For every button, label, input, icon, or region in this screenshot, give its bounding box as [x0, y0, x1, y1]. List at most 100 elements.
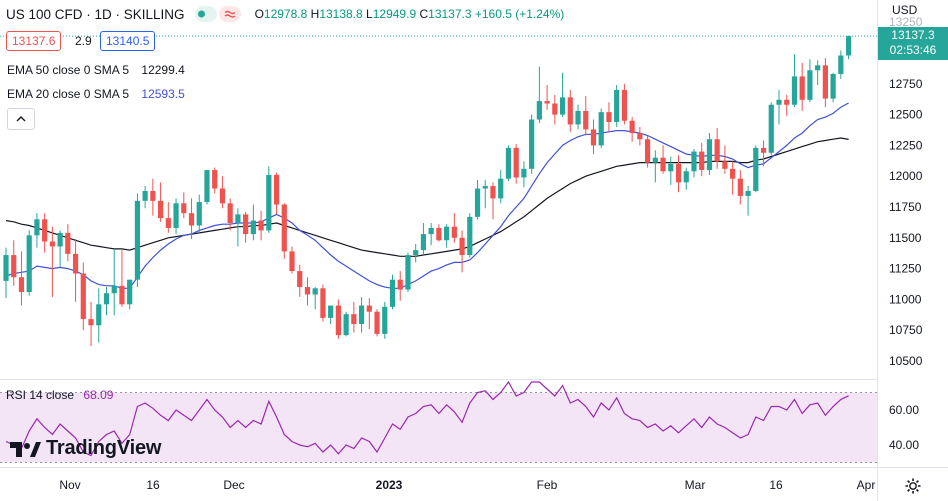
- candle-body: [474, 188, 481, 217]
- settings-toggle[interactable]: [218, 6, 241, 22]
- candle-body: [614, 89, 620, 122]
- candle-body: [358, 305, 365, 325]
- candle-body: [583, 110, 589, 130]
- candle-body: [668, 163, 674, 172]
- candle-body: [722, 161, 728, 169]
- sell-price-button[interactable]: 13137.6: [6, 31, 62, 51]
- price-tick-label: 11000: [889, 292, 922, 306]
- candle-body: [544, 101, 550, 104]
- candle-body: [714, 139, 720, 162]
- candle-body: [660, 157, 666, 172]
- candle-body: [320, 288, 326, 318]
- rsi-value: 68.09: [83, 388, 114, 402]
- time-tick-label: Dec: [223, 478, 244, 492]
- candle-body: [436, 227, 442, 241]
- candle-body: [382, 306, 388, 334]
- candle-body: [760, 147, 767, 153]
- candle-body: [699, 151, 705, 171]
- candle-body: [297, 271, 303, 288]
- tradingview-logo[interactable]: TradingView: [9, 437, 161, 460]
- candle-body: [3, 255, 9, 281]
- candle-body: [575, 110, 581, 125]
- candle-body: [845, 36, 852, 56]
- candle-body: [567, 97, 573, 125]
- candle-body: [243, 214, 249, 235]
- candle-body: [119, 285, 125, 305]
- candle-body: [351, 314, 357, 325]
- candle-body: [328, 305, 334, 318]
- price-tick-label: 12750: [889, 77, 923, 91]
- close-value: 13137.3: [428, 7, 472, 21]
- candle-body: [815, 65, 821, 71]
- candle-body: [72, 253, 79, 274]
- candle-body: [822, 65, 828, 99]
- open-label: O: [254, 7, 264, 21]
- collapse-legend-button[interactable]: [7, 108, 35, 130]
- candle-body: [42, 219, 48, 242]
- ema50-label: EMA 50 close 0 SMA 5: [7, 63, 130, 77]
- price-tick-label: 11500: [889, 231, 922, 245]
- candle-body: [730, 168, 736, 179]
- time-tick-label: 16: [146, 478, 160, 492]
- candle-body: [11, 255, 17, 278]
- visibility-toggle[interactable]: [194, 6, 217, 22]
- candle-body: [235, 214, 241, 224]
- candle-body: [513, 147, 519, 178]
- candle-body: [691, 151, 697, 172]
- time-tick-label: 2023: [376, 478, 403, 492]
- ohlc-values: O12978.8 H13138.8 L12949.9 C13137.3 +160…: [255, 7, 565, 21]
- change-value: +160.5 (+1.24%): [474, 7, 565, 21]
- candle-body: [552, 103, 558, 115]
- tradingview-mark-icon: [10, 441, 41, 457]
- candle-body: [791, 76, 798, 105]
- candle-body: [745, 190, 751, 196]
- candle-body: [536, 101, 542, 120]
- time-tick-label: 16: [769, 478, 783, 492]
- time-tick-label: Mar: [685, 478, 706, 492]
- candle-body: [219, 188, 226, 204]
- candle-body: [374, 311, 380, 334]
- candle-body: [799, 76, 805, 100]
- price-tick-label: 13250: [889, 15, 923, 29]
- candle-body: [266, 174, 272, 231]
- candle-body: [405, 255, 411, 290]
- chart-settings-button[interactable]: [903, 476, 923, 496]
- candle-body: [158, 200, 164, 219]
- ema50-legend[interactable]: EMA 50 close 0 SMA 5 12299.4: [7, 63, 185, 77]
- symbol-title[interactable]: US 100 CFD · 1D · SKILLING: [6, 6, 185, 22]
- rsi-legend[interactable]: RSI 14 close 68.09: [6, 388, 113, 402]
- candle-body: [80, 273, 86, 320]
- candle-body: [413, 250, 419, 256]
- candle-body: [428, 227, 434, 235]
- candle-body: [127, 279, 133, 305]
- candle-body: [212, 170, 218, 189]
- buy-price-button[interactable]: 13140.5: [100, 31, 156, 51]
- bar-countdown: 02:53:46: [889, 43, 937, 57]
- wave-icon: [224, 10, 235, 18]
- currency-unit[interactable]: USD: [892, 3, 918, 17]
- candle-body: [173, 203, 179, 228]
- candle-body: [181, 203, 187, 214]
- candle-body: [737, 178, 743, 196]
- spread-value: 2.9: [75, 34, 92, 48]
- candle-body: [606, 112, 612, 122]
- candle-body: [196, 202, 202, 226]
- candle-body: [490, 186, 496, 199]
- rsi-tick-label: 40.00: [889, 438, 919, 452]
- candle-body: [273, 174, 280, 205]
- ema20-legend[interactable]: EMA 20 close 0 SMA 5 12593.5: [7, 87, 185, 101]
- candle-body: [142, 190, 148, 201]
- candle-body: [111, 285, 117, 294]
- candle-body: [637, 133, 643, 140]
- candle-body: [420, 234, 427, 251]
- candle-body: [505, 147, 512, 179]
- candle-body: [529, 119, 535, 169]
- candle-body: [838, 55, 844, 74]
- candle-body: [459, 237, 465, 256]
- candle-body: [784, 99, 790, 105]
- candle-body: [776, 99, 782, 105]
- candle-body: [335, 305, 341, 336]
- price-tick-label: 10500: [889, 354, 923, 368]
- candle-body: [652, 157, 658, 163]
